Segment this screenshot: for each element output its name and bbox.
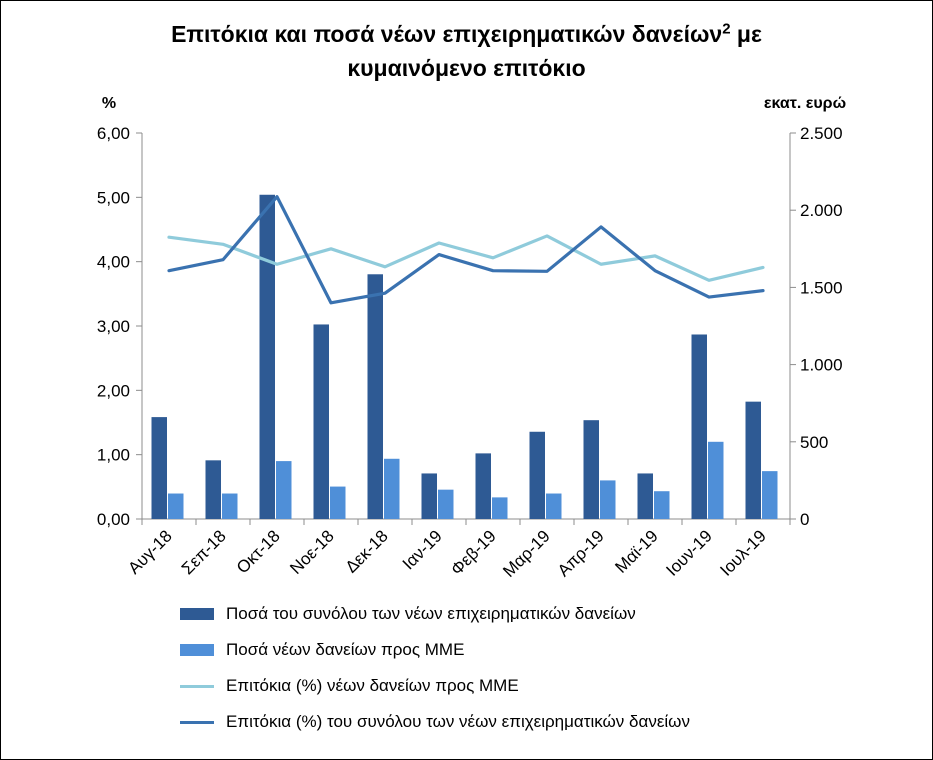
x-tick-label: Φεβ-19 bbox=[447, 526, 500, 579]
bar-total-loans bbox=[583, 420, 599, 519]
line-total-rate bbox=[167, 195, 765, 305]
bar-sme-loans bbox=[330, 486, 346, 519]
left-axis-unit: % bbox=[102, 95, 116, 112]
chart-title: Επιτόκια και ποσά νέων επιχειρηματικών δ… bbox=[0, 12, 933, 85]
right-tick-label: 0 bbox=[800, 510, 809, 529]
title-line-2: κυμαινόμενο επιτόκιο bbox=[347, 54, 586, 81]
legend-item-total-rate: Επιτόκια (%) του συνόλου των νέων επιχει… bbox=[180, 708, 820, 738]
x-tick-label: Απρ-19 bbox=[554, 526, 608, 580]
left-tick-label: 6,00 bbox=[97, 124, 130, 143]
bar-total-loans bbox=[205, 460, 221, 519]
x-tick-label: Ιουν-19 bbox=[662, 526, 715, 579]
bar-total-loans bbox=[691, 334, 707, 519]
x-tick-label: Δεκ-18 bbox=[342, 526, 392, 576]
bar-total-loans bbox=[745, 401, 761, 519]
bar-sme-loans bbox=[222, 493, 238, 519]
x-tick-label: Νοε-18 bbox=[286, 526, 338, 578]
right-tick-label: 1.000 bbox=[800, 356, 843, 375]
bar-sme-loans bbox=[708, 441, 724, 519]
bar-sme-loans bbox=[654, 491, 670, 519]
bar-sme-loans bbox=[762, 471, 778, 519]
x-tick-label: Μαρ-19 bbox=[499, 526, 554, 581]
bar-sme-loans bbox=[168, 493, 184, 519]
legend-swatch bbox=[180, 644, 214, 656]
bar-sme-loans bbox=[438, 489, 454, 519]
x-tick-label: Σεπ-18 bbox=[178, 526, 230, 578]
bar-total-loans bbox=[475, 453, 491, 519]
bar-total-loans bbox=[259, 194, 275, 519]
x-tick-label: Μαϊ-19 bbox=[611, 526, 661, 576]
bar-total-loans bbox=[637, 473, 653, 519]
bar-sme-loans bbox=[384, 458, 400, 519]
bars bbox=[151, 194, 778, 519]
bar-sme-loans bbox=[276, 461, 292, 519]
right-tick-label: 500 bbox=[800, 433, 828, 452]
bar-total-loans bbox=[367, 274, 383, 519]
legend-item-sme-rate: Επιτόκια (%) νέων δανείων προς ΜΜΕ bbox=[180, 672, 820, 702]
axes bbox=[136, 132, 796, 525]
x-tick-label: Αυγ-18 bbox=[124, 526, 175, 577]
bar-total-loans bbox=[151, 417, 167, 519]
left-tick-label: 1,00 bbox=[97, 446, 130, 465]
right-tick-label: 2.500 bbox=[800, 124, 843, 143]
left-tick-label: 4,00 bbox=[97, 253, 130, 272]
bar-total-loans bbox=[313, 324, 329, 519]
legend-label: Επιτόκια (%) νέων δανείων προς ΜΜΕ bbox=[226, 676, 519, 695]
right-axis-unit: εκατ. ευρώ bbox=[764, 95, 846, 112]
bar-total-loans bbox=[421, 473, 437, 519]
left-tick-label: 0,00 bbox=[97, 510, 130, 529]
right-tick-label: 2.000 bbox=[800, 201, 843, 220]
lines bbox=[167, 195, 765, 305]
legend-item-sme-loans: Ποσά νέων δανείων προς ΜΜΕ bbox=[180, 636, 820, 666]
line-sme-rate bbox=[167, 234, 765, 282]
bar-sme-loans bbox=[492, 497, 508, 519]
legend-label: Επιτόκια (%) του συνόλου των νέων επιχει… bbox=[226, 712, 690, 731]
x-tick-label: Οκτ-18 bbox=[233, 526, 284, 577]
left-tick-label: 5,00 bbox=[97, 188, 130, 207]
x-tick-label: Ιουλ-19 bbox=[716, 526, 769, 579]
bar-total-loans bbox=[529, 431, 545, 519]
legend-swatch bbox=[180, 721, 214, 724]
right-tick-label: 1.500 bbox=[800, 278, 843, 297]
left-tick-label: 2,00 bbox=[97, 381, 130, 400]
x-tick-label: Ιαν-19 bbox=[399, 526, 446, 573]
bar-sme-loans bbox=[546, 493, 562, 519]
legend-label: Ποσά του συνόλου των νέων επιχειρηματικώ… bbox=[226, 604, 636, 623]
title-line-1: Επιτόκια και ποσά νέων επιχειρηματικών δ… bbox=[171, 20, 762, 47]
left-tick-label: 3,00 bbox=[97, 317, 130, 336]
legend-swatch bbox=[180, 608, 214, 620]
legend-label: Ποσά νέων δανείων προς ΜΜΕ bbox=[226, 640, 465, 659]
legend-swatch bbox=[180, 685, 214, 688]
legend-item-total-loans: Ποσά του συνόλου των νέων επιχειρηματικώ… bbox=[180, 600, 820, 630]
bar-sme-loans bbox=[600, 480, 616, 519]
